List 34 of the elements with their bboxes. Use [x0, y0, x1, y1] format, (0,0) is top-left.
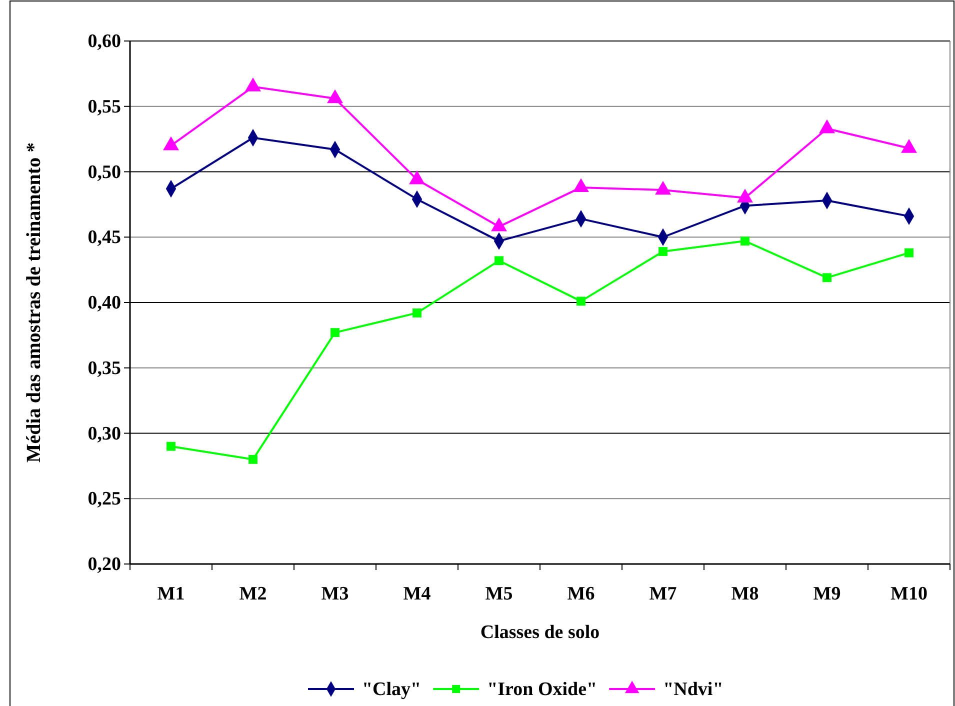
point: [412, 308, 422, 318]
x-tick-label: M9: [813, 583, 841, 604]
y-tick-label: 0,50: [88, 162, 121, 183]
point: [822, 273, 832, 282]
point: [904, 248, 914, 258]
point: [330, 328, 340, 338]
y-tick-label: 0,30: [88, 423, 121, 444]
y-tick-label: 0,25: [88, 488, 121, 510]
y-tick-label: 0,40: [88, 292, 121, 314]
x-tick-label: M4: [403, 583, 432, 604]
point: [248, 454, 258, 464]
y-tick-label: 0,60: [88, 31, 121, 52]
x-tick-label: M1: [157, 583, 185, 604]
y-tick-label: 0,35: [88, 358, 121, 379]
point: [740, 236, 750, 246]
x-tick-label: M6: [567, 583, 595, 604]
y-tick-label: 0,55: [88, 96, 121, 118]
y-axis-title: Média das amostras de treinamento *: [23, 142, 45, 463]
x-axis-title: Classes de solo: [480, 622, 600, 643]
y-tick-label: 0,45: [88, 227, 121, 248]
legend-label: "Ndvi": [663, 679, 724, 700]
point: [576, 296, 586, 306]
legend-label: "Clay": [362, 679, 422, 700]
x-tick-label: M8: [731, 583, 759, 604]
y-tick-label: 0,20: [88, 554, 121, 576]
x-tick-label: M10: [890, 583, 928, 604]
x-tick-label: M3: [321, 583, 349, 604]
point: [494, 256, 504, 266]
point: [166, 442, 176, 451]
x-tick-label: M5: [485, 583, 513, 604]
x-tick-label: M7: [649, 583, 678, 604]
legend-label: "Iron Oxide": [487, 679, 598, 700]
x-tick-label: M2: [239, 583, 267, 604]
point: [658, 247, 668, 256]
